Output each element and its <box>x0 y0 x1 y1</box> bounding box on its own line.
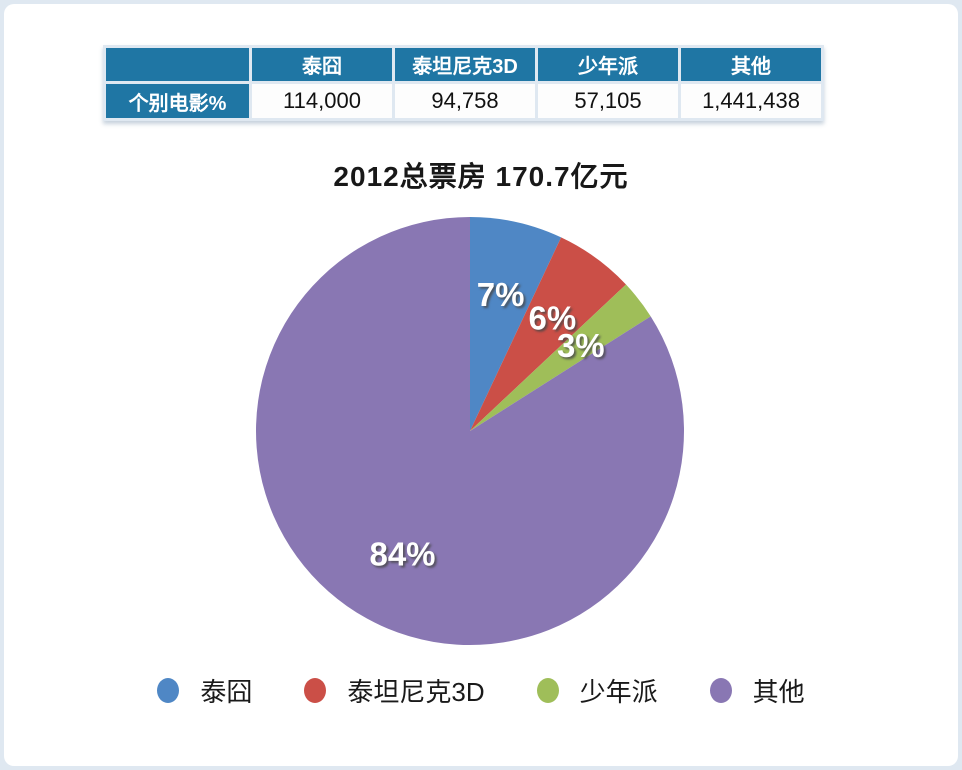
table-cell-lifeofpi: 57,105 <box>538 84 678 118</box>
table-row-label: 个别电影% <box>106 84 249 118</box>
legend-item-taijiong: 泰囧 <box>157 672 252 709</box>
pie-slice-label-1: 6% <box>529 299 577 336</box>
pie-slice-2 <box>470 284 651 431</box>
legend-marker-circle <box>157 678 180 703</box>
legend-item-lifeofpi: 少年派 <box>536 672 658 709</box>
pie-slice-label-0: 7% <box>477 276 525 313</box>
pie-chart-svg: 7%6%3% 84% <box>256 217 685 645</box>
table-header-others: 其他 <box>681 48 821 81</box>
movies-table: 泰囧 泰坦尼克3D 少年派 其他 个别电影% 114,000 94,758 57… <box>103 45 824 121</box>
pie-slice-1 <box>470 237 626 431</box>
legend-item-others: 其他 <box>709 672 805 709</box>
table-header-row: 泰囧 泰坦尼克3D 少年派 其他 <box>106 48 821 81</box>
pie-slice-3 <box>256 217 685 645</box>
chart-title: 2012总票房 170.7亿元 <box>333 161 629 192</box>
legend-marker-circle <box>709 678 732 703</box>
legend-label: 其他 <box>752 677 805 707</box>
table-row: 个别电影% 114,000 94,758 57,105 1,441,438 <box>106 84 821 118</box>
pie-slice-label-3: 84% <box>369 536 435 573</box>
legend-marker-circle <box>304 678 327 703</box>
chart-legend: 泰囧 泰坦尼克3D 少年派 其他 <box>0 672 962 709</box>
table-corner-cell <box>106 48 249 81</box>
table-header-titanic3d: 泰坦尼克3D <box>395 48 535 81</box>
legend-label: 少年派 <box>579 677 658 707</box>
legend-label: 泰囧 <box>200 677 253 707</box>
table-cell-titanic3d: 94,758 <box>395 84 535 118</box>
table-cell-others: 1,441,438 <box>681 84 821 118</box>
table-header-taijiong: 泰囧 <box>252 48 392 81</box>
table-cell-taijiong: 114,000 <box>252 84 392 118</box>
legend-item-titanic3d: 泰坦尼克3D <box>304 672 485 709</box>
legend-label: 泰坦尼克3D <box>347 677 485 707</box>
table-header-lifeofpi: 少年派 <box>538 48 678 81</box>
pie-chart: 7% 6% 3% 84% <box>250 211 690 651</box>
legend-marker-circle <box>536 678 559 703</box>
pie-slice-label-2: 3% <box>557 327 605 364</box>
pie-slice-0 <box>470 217 562 431</box>
